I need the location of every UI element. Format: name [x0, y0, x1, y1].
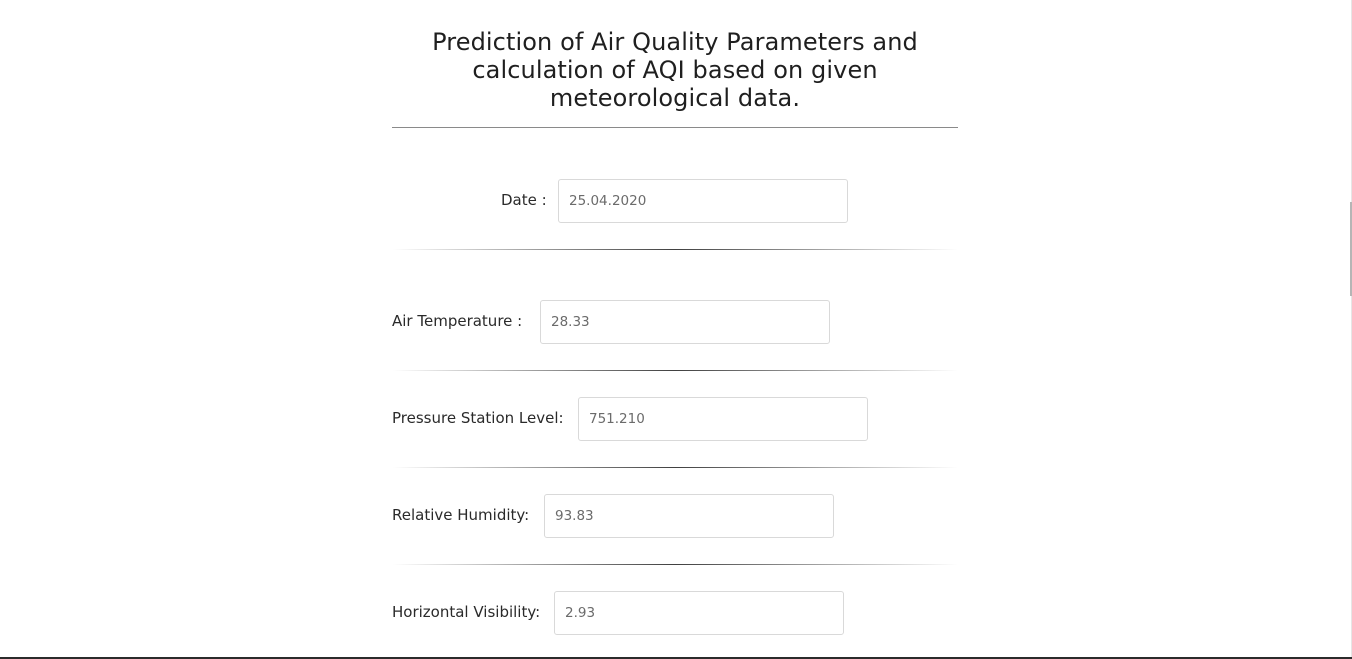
relative-humidity-input[interactable] — [544, 494, 834, 538]
air-temperature-divider — [392, 370, 958, 371]
air-temperature-label: Air Temperature : — [392, 312, 523, 330]
air-temperature-input[interactable] — [540, 300, 830, 344]
relative-humidity-label: Relative Humidity: — [392, 506, 530, 524]
horizontal-visibility-label: Horizontal Visibility: — [392, 603, 541, 621]
pressure-divider — [392, 467, 958, 468]
date-input[interactable] — [558, 179, 848, 223]
date-label: Date : — [501, 191, 547, 209]
horizontal-visibility-input[interactable] — [554, 591, 844, 635]
title-divider — [392, 127, 958, 128]
page-title: Prediction of Air Quality Parameters and… — [392, 28, 958, 112]
pressure-station-level-label: Pressure Station Level: — [392, 409, 564, 427]
page-title-line-1: Prediction of Air Quality Parameters and — [432, 28, 918, 56]
relative-humidity-divider — [392, 564, 958, 565]
pressure-station-level-input[interactable] — [578, 397, 868, 441]
page-bottom-border — [0, 657, 1352, 659]
scrollbar-thumb[interactable] — [1350, 202, 1352, 296]
page-title-line-3: meteorological data. — [549, 84, 801, 112]
page-title-line-2: calculation of AQI based on given — [472, 56, 878, 84]
date-divider — [392, 249, 958, 250]
